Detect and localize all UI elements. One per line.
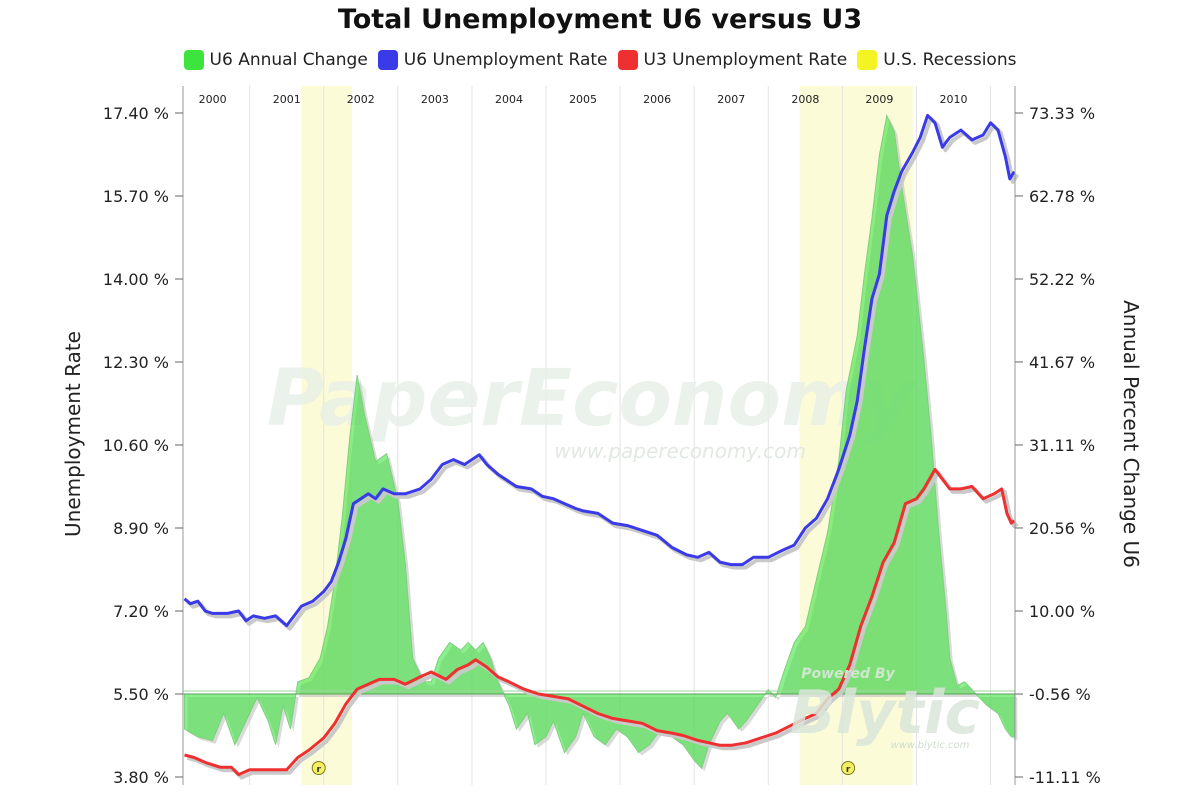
legend-label: U6 Unemployment Rate	[403, 50, 608, 70]
year-label: 2009	[865, 93, 893, 106]
right-tick-label: 52.22 %	[1029, 270, 1095, 289]
left-tick-label: 5.50 %	[113, 685, 169, 704]
legend-item[interactable]: U6 Annual Change	[183, 50, 368, 70]
line-shadow	[186, 116, 1020, 631]
powered-by-label: Powered By	[801, 666, 895, 682]
year-label: 2010	[940, 93, 968, 106]
legend-swatch	[857, 50, 878, 70]
area-u6-annual-change	[183, 113, 1015, 770]
year-label: 2001	[273, 93, 301, 106]
legend-label: U3 Unemployment Rate	[643, 50, 848, 70]
left-tick-label: 3.80 %	[113, 768, 169, 787]
watermark-text: PaperEconomy	[267, 354, 917, 444]
legend-label: U6 Annual Change	[209, 50, 368, 70]
year-label: 2005	[569, 93, 597, 106]
line-u3-unemployment-rate	[184, 467, 1016, 777]
powered-by-brand: Blytic	[790, 678, 980, 748]
legend-label: U.S. Recessions	[883, 50, 1017, 70]
chart-legend: U6 Annual Change U6 Unemployment Rate U3 U…	[0, 47, 1200, 73]
right-tick-label: 10.00 %	[1029, 602, 1095, 621]
year-label: 2006	[643, 93, 671, 106]
legend-item[interactable]: U3 Unemployment Rate	[617, 50, 848, 70]
year-label: 2007	[717, 93, 745, 106]
left-tick-label: 7.20 %	[113, 602, 169, 621]
recession-marker-label: r	[317, 765, 322, 775]
legend-swatch	[377, 50, 398, 70]
y-axis-title-right: Annual Percent Change U6	[1119, 300, 1143, 568]
legend-swatch	[183, 50, 204, 70]
left-tick-label: 15.70 %	[103, 187, 169, 206]
right-tick-label: 20.56 %	[1029, 519, 1095, 538]
legend-swatch	[617, 50, 638, 70]
legend-item[interactable]: U6 Unemployment Rate	[377, 50, 608, 70]
recession-marker-label: r	[846, 765, 851, 775]
year-label: 2003	[421, 93, 449, 106]
line-shadow	[186, 470, 1019, 780]
right-tick-label: -0.56 %	[1029, 685, 1091, 704]
right-tick-label: 62.78 %	[1029, 187, 1095, 206]
year-label: 2002	[347, 93, 375, 106]
left-tick-label: 17.40 %	[103, 104, 169, 123]
watermark-url: www.papereconomy.com	[554, 439, 806, 463]
legend-item[interactable]: U.S. Recessions	[857, 50, 1016, 70]
right-tick-label: 31.11 %	[1029, 436, 1095, 455]
left-tick-label: 14.00 %	[103, 270, 169, 289]
chart-title: Total Unemployment U6 versus U3	[337, 4, 863, 35]
left-tick-label: 8.90 %	[113, 519, 169, 538]
powered-by-url: www.blytic.com	[891, 740, 970, 751]
right-tick-label: -11.11 %	[1029, 768, 1101, 787]
year-label: 2008	[791, 93, 819, 106]
year-label: 2000	[199, 93, 227, 106]
left-tick-label: 10.60 %	[103, 436, 169, 455]
right-tick-label: 41.67 %	[1029, 353, 1095, 372]
y-axis-title-left: Unemployment Rate	[61, 331, 85, 537]
recession-marker	[841, 761, 856, 775]
year-label: 2004	[495, 93, 523, 106]
left-tick-label: 12.30 %	[103, 353, 169, 372]
right-tick-label: 73.33 %	[1029, 104, 1095, 123]
line-u6-unemployment-rate	[183, 113, 1016, 628]
recession-marker	[311, 761, 326, 775]
